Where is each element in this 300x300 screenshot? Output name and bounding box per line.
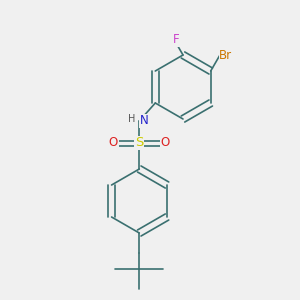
Text: O: O (109, 136, 118, 149)
Text: N: N (140, 115, 149, 128)
Text: O: O (161, 136, 170, 149)
Text: H: H (128, 114, 135, 124)
Text: Br: Br (219, 49, 232, 62)
Text: F: F (173, 33, 179, 46)
Text: S: S (135, 136, 143, 149)
